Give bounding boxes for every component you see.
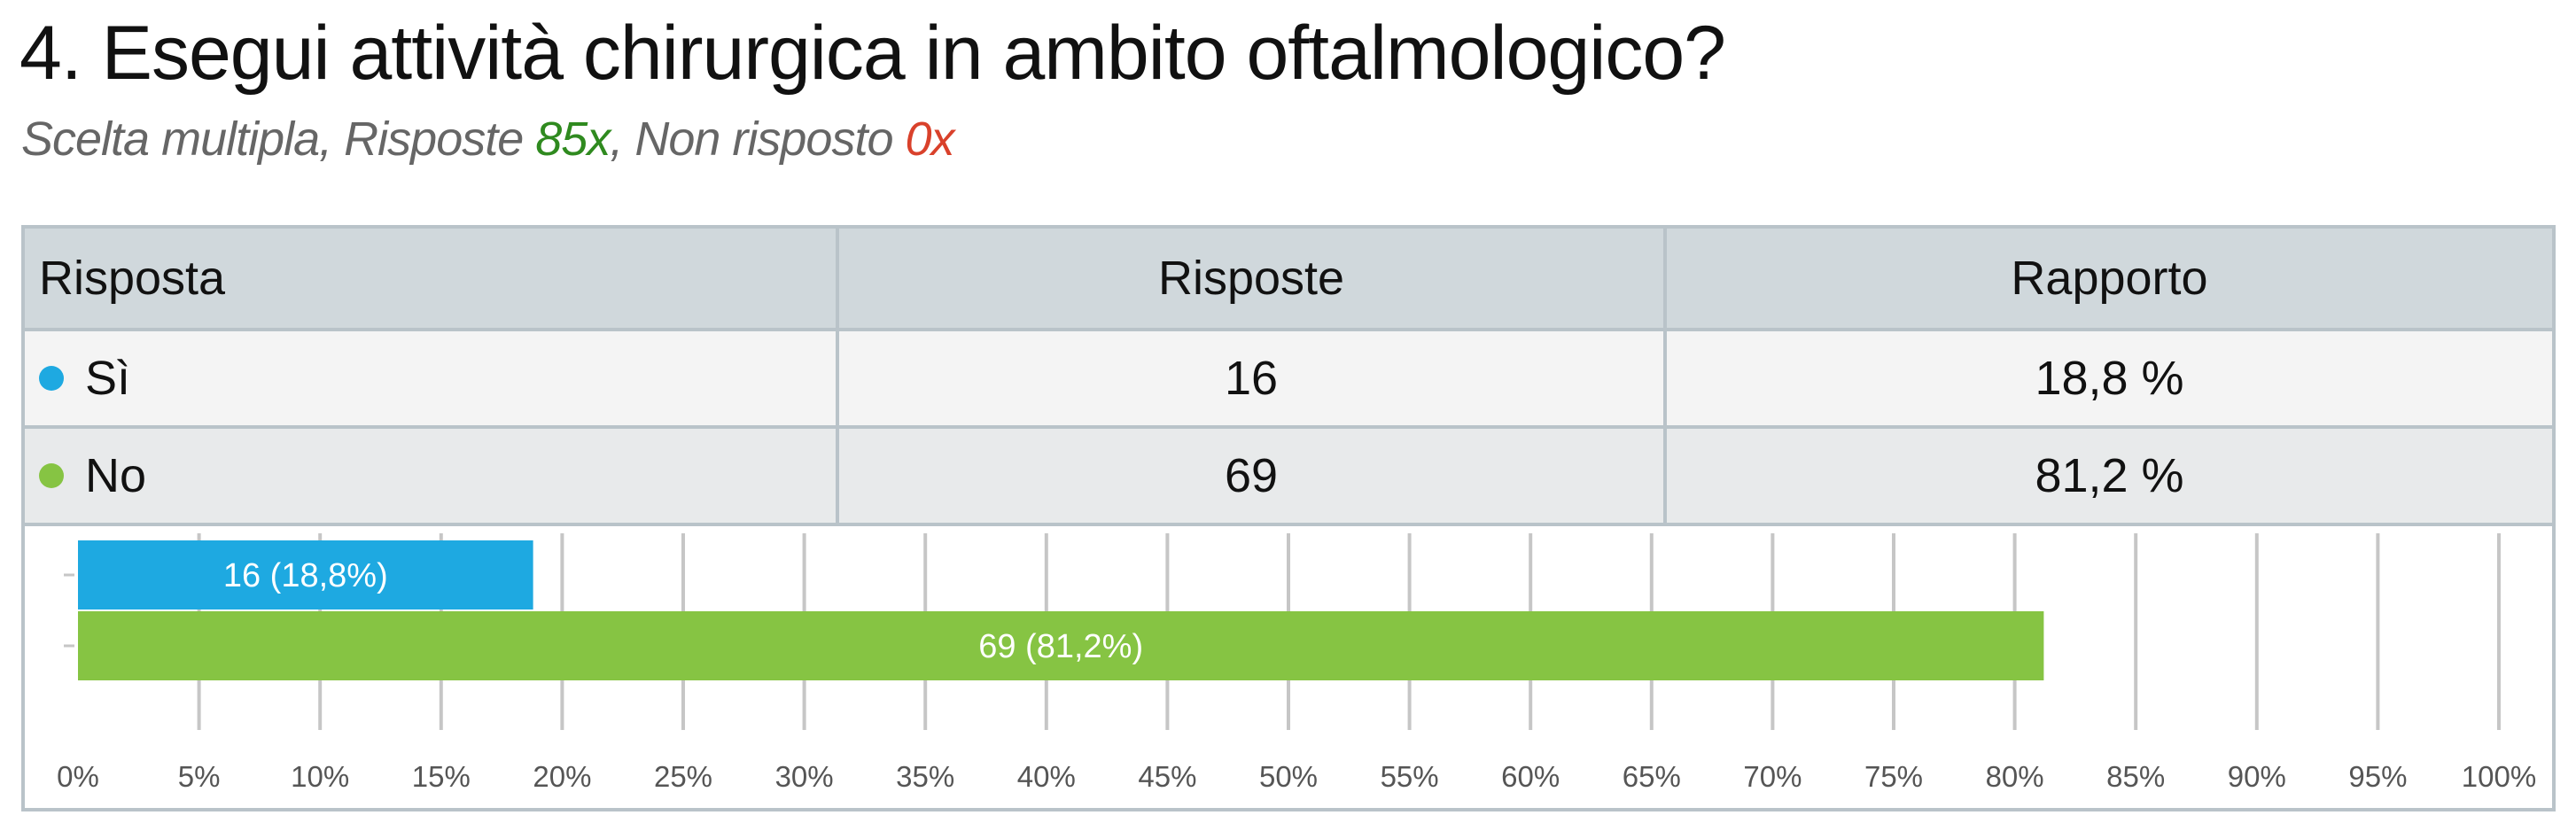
legend-dot-icon	[39, 365, 64, 391]
ratio-cell: 18,8 %	[1665, 330, 2552, 429]
x-tick-label: 45%	[1138, 760, 1196, 793]
legend-dot-icon	[39, 462, 64, 488]
unanswered-count: 0x	[905, 113, 955, 166]
results-bar-chart: 0% 5% 10% 15% 20% 25% 30% 35% 40% 45% 50% 55% 60% 65%…	[57, 533, 2536, 793]
x-tick-label: 40%	[1017, 760, 1076, 793]
x-tick-label: 0%	[57, 760, 99, 793]
x-tick-label: 60%	[1501, 760, 1560, 793]
table-row: Sì 16 18,8 %	[25, 330, 2552, 429]
bar-data-label: 16 (18,8%)	[223, 557, 388, 594]
x-tick-label: 25%	[654, 760, 712, 793]
ratio-cell: 81,2 %	[1665, 427, 2552, 526]
x-tick-label: 85%	[2106, 760, 2165, 793]
header-answer: Risposta	[25, 229, 839, 331]
results-table: Risposta Risposte Rapporto Sì 16 18,8 % …	[25, 229, 2552, 526]
x-tick-label: 20%	[533, 760, 591, 793]
unanswered-label: , Non risposto	[610, 113, 906, 166]
x-tick-label: 5%	[178, 760, 221, 793]
x-tick-label: 100%	[2462, 760, 2536, 793]
count-cell: 69	[837, 427, 1667, 526]
bar	[78, 611, 2044, 680]
header-count: Risposte	[837, 229, 1667, 331]
x-tick-label: 75%	[1864, 760, 1923, 793]
table-header-row: Risposta Risposte Rapporto	[25, 229, 2552, 331]
table-row: No 69 81,2 %	[25, 427, 2552, 526]
answer-cell: No	[25, 427, 839, 526]
question-subtitle: Scelta multipla, Risposte 85x, Non rispo…	[21, 108, 955, 170]
count-cell: 16	[837, 330, 1667, 429]
results-panel: Risposta Risposte Rapporto Sì 16 18,8 % …	[21, 225, 2556, 811]
answer-cell: Sì	[25, 330, 839, 429]
x-tick-label: 90%	[2228, 760, 2286, 793]
answer-label: No	[85, 449, 147, 502]
question-title: 4. Esegui attività chirurgica in ambito …	[19, 11, 1726, 96]
x-tick-label: 30%	[775, 760, 834, 793]
header-ratio: Rapporto	[1665, 229, 2552, 331]
answer-label: Sì	[85, 352, 131, 405]
answered-count: 85x	[535, 113, 611, 166]
bar-data-label: 69 (81,2%)	[978, 628, 1143, 665]
bar	[78, 540, 533, 609]
x-tick-label: 80%	[1986, 760, 2044, 793]
x-tick-label: 50%	[1259, 760, 1318, 793]
x-tick-label: 55%	[1381, 760, 1439, 793]
x-tick-label: 10%	[291, 760, 349, 793]
question-type-label: Scelta multipla, Risposte	[21, 113, 536, 166]
x-tick-label: 35%	[896, 760, 954, 793]
x-tick-label: 65%	[1623, 760, 1681, 793]
x-tick-label: 70%	[1743, 760, 1802, 793]
x-tick-label: 95%	[2348, 760, 2407, 793]
x-tick-label: 15%	[412, 760, 471, 793]
